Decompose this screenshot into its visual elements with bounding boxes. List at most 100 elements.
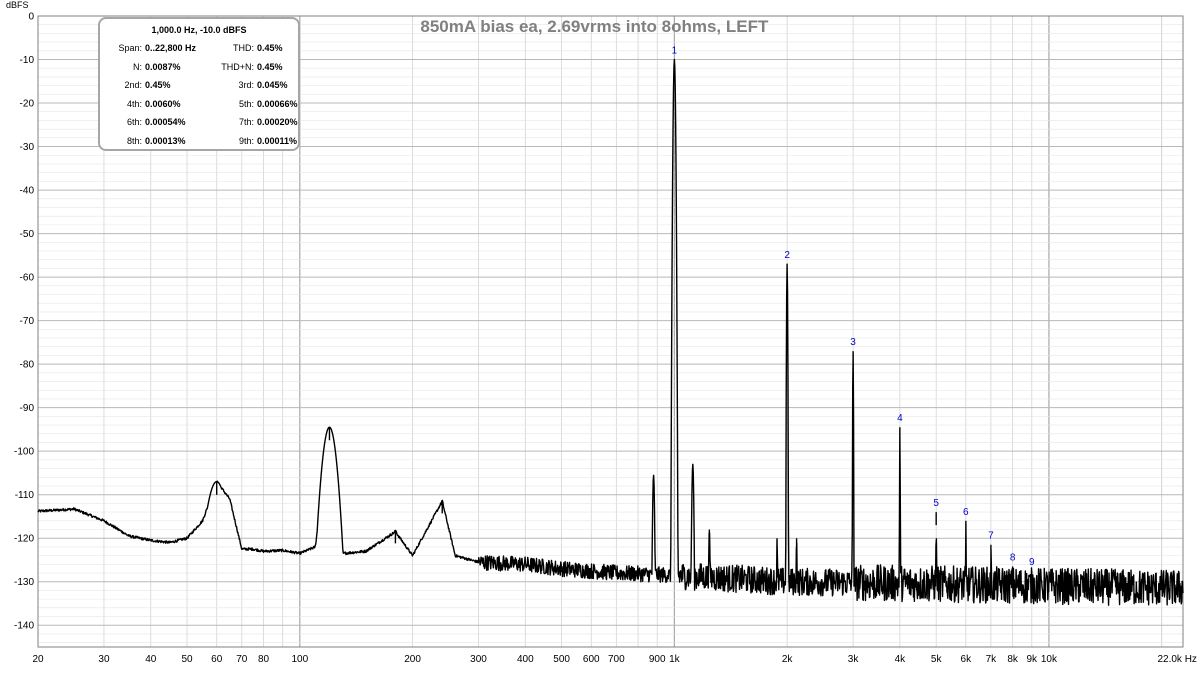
x-tick-label: 2k [782, 654, 794, 665]
y-tick-label: -70 [20, 316, 35, 327]
harmonic-label: 5 [933, 498, 939, 509]
info-cell: 8th: 0.00013% [100, 136, 199, 146]
y-tick-label: -30 [20, 142, 35, 153]
y-tick-label: -100 [14, 447, 34, 458]
x-tick-label: 60 [211, 654, 223, 665]
y-tick-label: -80 [20, 360, 35, 371]
info-cell: THD: 0.45% [199, 43, 298, 53]
info-key: 8th: [126, 135, 142, 146]
x-tick-label: 3k [848, 654, 860, 665]
y-axis-label: dBFS [6, 0, 29, 10]
x-tick-label: 200 [404, 654, 421, 665]
x-tick-label: 600 [583, 654, 600, 665]
x-tick-label: 300 [470, 654, 487, 665]
x-tick-label: 100 [291, 654, 308, 665]
info-value: 0.45% [257, 43, 283, 54]
harmonic-label: 3 [850, 337, 856, 348]
info-key: 7th: [238, 117, 254, 128]
harmonic-label: 6 [963, 507, 969, 518]
y-tick-label: -40 [20, 186, 35, 197]
info-cell: 2nd: 0.45% [100, 80, 199, 90]
info-value: 0.00011% [257, 135, 298, 146]
plot-frame [37, 15, 1184, 648]
info-key: N: [133, 61, 142, 72]
info-cell: N: 0.0087% [100, 62, 199, 72]
y-tick-label: -50 [20, 229, 35, 240]
spectrum-trace [37, 58, 1184, 606]
chart-title: 850mA bias ea, 2.69vrms into 8ohms, LEFT [420, 17, 769, 36]
x-tick-label: 8k [1007, 654, 1019, 665]
y-tick-label: -110 [15, 490, 35, 501]
info-cell: 5th: 0.00066% [199, 99, 298, 109]
x-tick-label: 20 [32, 654, 44, 665]
measurement-info-box: 1,000.0 Hz, -10.0 dBFS Span: 0..22,800 Hz… [98, 17, 300, 151]
y-tick-label: -140 [14, 621, 34, 632]
info-key: THD+N: [221, 61, 254, 72]
x-tick-label: 4k [895, 654, 907, 665]
x-tick-label: 50 [181, 654, 193, 665]
info-cell: 4th: 0.0060% [100, 99, 199, 109]
harmonic-label: 7 [988, 531, 994, 542]
x-tick-label: 9k [1027, 654, 1039, 665]
x-tick-label: 6k [961, 654, 973, 665]
x-tick-label: 500 [553, 654, 570, 665]
x-tick-label: 22.0k Hz [1157, 654, 1196, 665]
harmonic-labels: 1 2 3 4 5 6 7 8 9 [672, 46, 1035, 568]
info-key: 2nd: [124, 80, 142, 91]
y-tick-label: -90 [20, 403, 35, 414]
y-tick-label: -10 [20, 55, 35, 66]
info-value: 0.00013% [145, 135, 186, 146]
info-value: 0.45% [145, 80, 171, 91]
info-cell: 3rd: 0.045% [199, 80, 298, 90]
y-tick-label: -20 [20, 99, 35, 110]
x-tick-label: 900 [649, 654, 666, 665]
info-cell: Span: 0..22,800 Hz [100, 43, 199, 53]
info-value: 0.045% [257, 80, 288, 91]
harmonic-label: 4 [897, 413, 903, 424]
harmonic-label: 1 [672, 46, 678, 57]
info-rows: Span: 0..22,800 Hz THD: 0.45% N: 0.0087% THD+N… [100, 39, 298, 150]
info-key: 9th: [238, 135, 254, 146]
x-axis-ticks: 20 30 40 50 60 70 80 100 200 300 400 500 600 700 900 1k… [32, 654, 1196, 665]
info-key: THD: [233, 43, 254, 54]
y-tick-label: 0 [28, 12, 34, 23]
info-value: 0.00054% [145, 117, 186, 128]
x-tick-label: 400 [517, 654, 534, 665]
info-key: Span: [118, 43, 142, 54]
info-value: 0..22,800 Hz [145, 43, 197, 54]
info-cell: THD+N: 0.45% [199, 62, 298, 72]
x-tick-label: 1k [669, 654, 681, 665]
info-key: 6th: [126, 117, 142, 128]
info-key: 5th: [238, 98, 254, 109]
harmonic-label: 8 [1010, 552, 1016, 563]
info-value: 0.45% [257, 61, 283, 72]
info-row: 6th: 0.00054% 7th: 0.00020% [100, 113, 298, 132]
info-cell: 6th: 0.00054% [100, 117, 199, 127]
y-tick-label: -120 [14, 534, 34, 545]
info-cell: 9th: 0.00011% [199, 136, 298, 146]
info-row: Span: 0..22,800 Hz THD: 0.45% [100, 39, 298, 58]
info-value: 0.00020% [257, 117, 298, 128]
info-value: 0.00066% [257, 98, 298, 109]
x-tick-label: 80 [258, 654, 270, 665]
x-tick-label: 30 [98, 654, 110, 665]
info-row: 4th: 0.0060% 5th: 0.00066% [100, 95, 298, 114]
y-axis-ticks: 0 -10 -20 -30 -40 -50 -60 -70 -80 -90 -100 -110 -120… [14, 12, 34, 632]
x-tick-label: 7k [986, 654, 998, 665]
y-tick-label: -130 [14, 577, 34, 588]
info-key: 4th: [126, 98, 142, 109]
x-tick-label: 70 [236, 654, 248, 665]
info-row: N: 0.0087% THD+N: 0.45% [100, 58, 298, 77]
x-tick-label: 700 [608, 654, 625, 665]
info-header: 1,000.0 Hz, -10.0 dBFS [151, 25, 247, 35]
info-value: 0.0087% [145, 61, 181, 72]
info-cell: 7th: 0.00020% [199, 117, 298, 127]
y-tick-label: -60 [20, 273, 35, 284]
x-tick-label: 40 [145, 654, 157, 665]
x-tick-label: 5k [931, 654, 943, 665]
info-row: 8th: 0.00013% 9th: 0.00011% [100, 132, 298, 151]
info-key: 3rd: [238, 80, 254, 91]
x-tick-label: 10k [1041, 654, 1058, 665]
info-row: 2nd: 0.45% 3rd: 0.045% [100, 76, 298, 95]
